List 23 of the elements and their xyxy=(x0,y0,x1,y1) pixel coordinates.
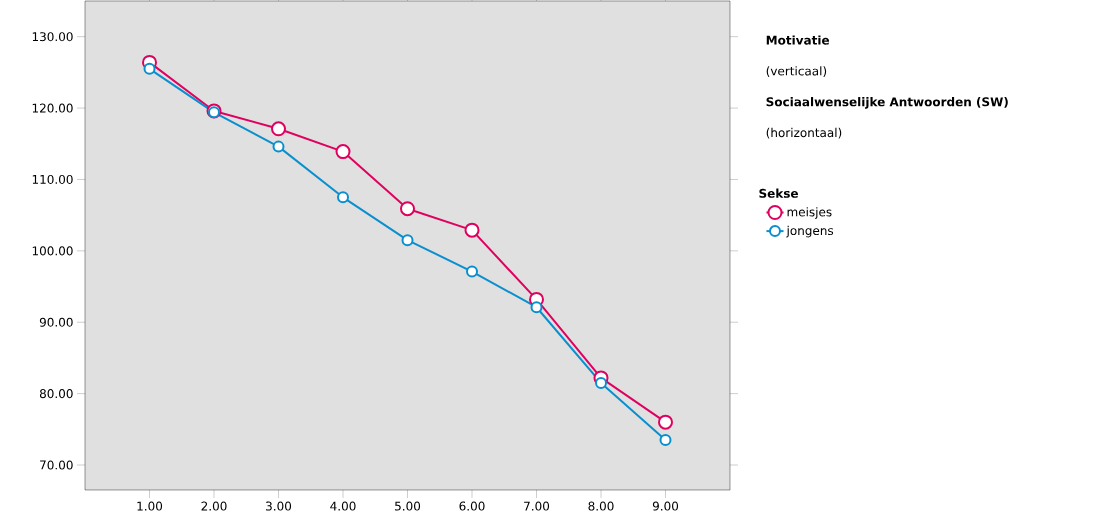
text: (verticaal) xyxy=(766,66,827,77)
x-tick-label: 3.00 xyxy=(266,501,292,511)
legend-label: meisjes xyxy=(787,207,832,219)
y-tick-label: 100.00 xyxy=(32,246,73,256)
x-tick-label: 9.00 xyxy=(652,501,679,511)
x-tick-label: 6.00 xyxy=(459,501,485,511)
x-tick-label: 1.00 xyxy=(137,501,163,511)
x-tick-label: 2.00 xyxy=(201,501,227,511)
x-tick-label: 7.00 xyxy=(524,501,550,511)
y-tick-label: 130.00 xyxy=(32,32,73,42)
text: (horizontaal) xyxy=(766,127,842,139)
y-tick-label: 70.00 xyxy=(40,460,73,470)
legend-label: jongens xyxy=(786,225,834,238)
x-axis-title: Sociaalwenselijke Antwoorden (SW) xyxy=(766,97,1008,109)
x-tick-label: 5.00 xyxy=(395,501,421,511)
y-tick-label: 80.00 xyxy=(39,389,73,399)
y-tick-label: 120.00 xyxy=(32,103,73,113)
legend-title: Sekse xyxy=(759,188,798,198)
x-tick-label: 4.00 xyxy=(330,501,356,511)
y-tick-label: 90.00 xyxy=(39,317,73,327)
x-tick-label: 8.00 xyxy=(588,501,614,511)
y-axis-title: Motivatie xyxy=(766,35,830,45)
y-tick-label: 110.00 xyxy=(32,174,73,184)
